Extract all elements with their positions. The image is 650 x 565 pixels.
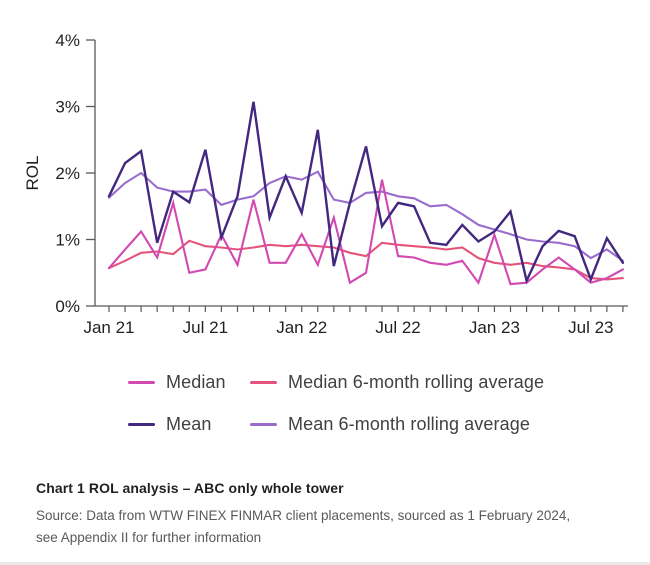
- legend-item-median: Median: [128, 372, 246, 393]
- legend-item-mean: Mean: [128, 414, 246, 435]
- x-tick-label: Jan 23: [469, 318, 520, 337]
- median-rolling-line-swatch: [250, 381, 277, 384]
- legend-item-median-rolling: Median 6-month rolling average: [250, 372, 544, 393]
- source-line-1: Source: Data from WTW FINEX FINMAR clien…: [36, 508, 571, 523]
- x-tick-label: Jul 23: [568, 318, 613, 337]
- y-axis-title: ROL: [23, 156, 42, 191]
- y-tick-label: 2%: [55, 164, 80, 183]
- legend-label-median-rolling: Median 6-month rolling average: [288, 372, 545, 392]
- series-line-mean-6-month-rolling-average: [107, 170, 624, 262]
- y-tick-label: 1%: [55, 231, 80, 250]
- bottom-divider: [0, 562, 650, 565]
- series-line-median: [107, 179, 624, 286]
- series-line-mean: [107, 101, 625, 285]
- series-line-median-6-month-rolling-average: [107, 239, 624, 281]
- chart-caption-title: Chart 1 ROL analysis – ABC only whole to…: [36, 480, 344, 496]
- y-tick-label: 4%: [55, 31, 80, 50]
- legend-label-mean-rolling: Mean 6-month rolling average: [288, 414, 530, 434]
- y-tick-label: 0%: [55, 297, 80, 316]
- source-line-2: see Appendix II for further information: [36, 529, 262, 545]
- rol-line-chart: 0% 1% 2% 3% 4% ROL Jan 21 Jul 21 Jan 22 Jul 22 Jan…: [23, 31, 628, 337]
- legend-label-mean: Mean: [166, 414, 212, 434]
- x-tick-label: Jan 22: [276, 318, 327, 337]
- x-tick-label: Jan 21: [83, 318, 134, 337]
- mean-line-swatch: [128, 423, 155, 426]
- caption-block: Chart 1 ROL analysis – ABC only whole to…: [36, 480, 628, 548]
- legend-label-median: Median: [166, 372, 226, 392]
- y-tick-label: 3%: [55, 98, 80, 117]
- legend-item-mean-rolling: Mean 6-month rolling average: [250, 414, 544, 435]
- chart-legend: Median Median 6-month rolling average Me…: [128, 372, 544, 435]
- x-tick-label: Jul 22: [375, 318, 420, 337]
- rol-chart-area: 0% 1% 2% 3% 4% ROL Jan 21 Jul 21 Jan 22 Jul 22 Jan…: [23, 31, 628, 337]
- median-line-swatch: [128, 381, 155, 384]
- x-tick-label: Jul 21: [183, 318, 228, 337]
- chart-source-note: Source: Data from WTW FINEX FINMAR clien…: [36, 505, 628, 548]
- mean-rolling-line-swatch: [250, 423, 277, 426]
